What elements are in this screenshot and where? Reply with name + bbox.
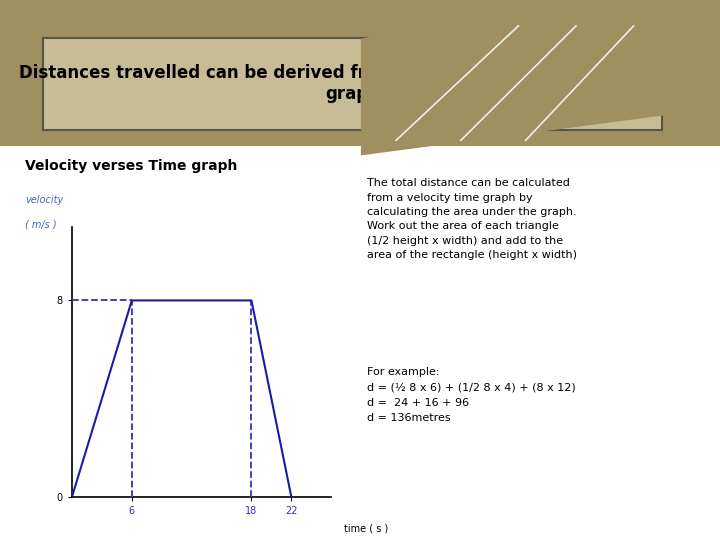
Text: For example:
d = (½ 8 x 6) + (1/2 8 x 4) + (8 x 12)
d =  24 + 16 + 96
d = 136met: For example: d = (½ 8 x 6) + (1/2 8 x 4)…: [367, 367, 576, 423]
Text: velocity: velocity: [25, 195, 63, 205]
Text: ( m/s ): ( m/s ): [25, 219, 57, 230]
Text: Distances travelled can be derived from the area under a velocity-time
graph: Distances travelled can be derived from …: [19, 64, 686, 103]
Text: Velocity verses Time graph: Velocity verses Time graph: [25, 159, 238, 173]
Polygon shape: [361, 13, 720, 156]
Text: time ( s ): time ( s ): [344, 524, 388, 534]
Text: The total distance can be calculated
from a velocity time graph by
calculating t: The total distance can be calculated fro…: [367, 178, 577, 260]
